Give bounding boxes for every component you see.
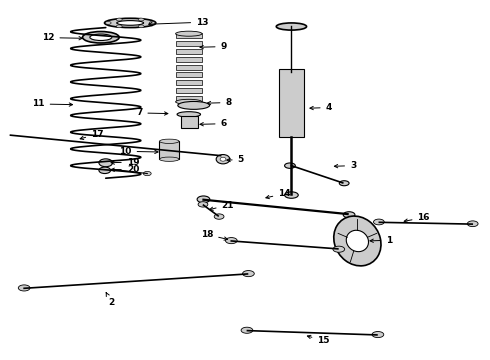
Bar (175, 88, 202, 93)
Ellipse shape (116, 18, 122, 21)
Ellipse shape (138, 25, 144, 28)
Text: 10: 10 (119, 147, 158, 156)
Ellipse shape (285, 192, 298, 198)
Bar (175, 64, 202, 69)
Ellipse shape (117, 21, 144, 25)
Ellipse shape (18, 285, 30, 291)
Ellipse shape (175, 31, 202, 36)
Ellipse shape (243, 271, 254, 276)
Ellipse shape (177, 112, 200, 117)
Ellipse shape (216, 154, 230, 164)
Bar (279, 69, 304, 137)
Bar (175, 49, 202, 54)
Text: 18: 18 (201, 230, 227, 240)
Ellipse shape (285, 163, 295, 168)
Ellipse shape (241, 327, 253, 333)
Ellipse shape (334, 216, 381, 266)
Ellipse shape (178, 102, 210, 109)
Text: 17: 17 (80, 130, 104, 140)
Ellipse shape (159, 157, 179, 161)
Text: 8: 8 (207, 98, 232, 107)
Text: 2: 2 (106, 293, 115, 307)
Ellipse shape (198, 202, 208, 207)
Ellipse shape (105, 22, 111, 24)
Text: 13: 13 (148, 18, 209, 27)
Ellipse shape (346, 230, 368, 252)
Text: 3: 3 (334, 161, 356, 170)
Text: 12: 12 (42, 33, 82, 42)
Ellipse shape (138, 18, 144, 21)
Text: 19: 19 (111, 158, 139, 167)
Bar (175, 33, 202, 38)
Bar (175, 57, 202, 62)
Ellipse shape (467, 221, 478, 226)
Ellipse shape (220, 157, 226, 161)
Ellipse shape (159, 139, 179, 143)
Text: 6: 6 (200, 119, 227, 128)
Ellipse shape (99, 159, 113, 167)
Text: 11: 11 (32, 99, 73, 108)
Ellipse shape (197, 196, 210, 203)
Text: 4: 4 (310, 103, 332, 112)
Bar (175, 41, 202, 46)
Bar (175, 80, 202, 85)
Text: 20: 20 (111, 165, 139, 174)
Ellipse shape (225, 238, 237, 244)
Ellipse shape (90, 34, 112, 41)
Text: 5: 5 (227, 155, 244, 164)
Ellipse shape (372, 332, 384, 338)
Text: 7: 7 (136, 108, 168, 117)
Bar (159, 141, 179, 159)
Ellipse shape (175, 99, 202, 104)
Ellipse shape (276, 23, 307, 30)
Ellipse shape (104, 18, 156, 28)
Bar (175, 96, 202, 101)
Ellipse shape (82, 32, 119, 43)
Text: 9: 9 (200, 42, 227, 51)
Ellipse shape (339, 181, 349, 186)
Bar (175, 72, 202, 77)
Ellipse shape (343, 212, 355, 218)
Bar (180, 116, 198, 128)
Ellipse shape (99, 167, 111, 174)
Text: 14: 14 (266, 189, 291, 199)
Text: 15: 15 (307, 335, 330, 345)
Ellipse shape (214, 214, 224, 219)
Ellipse shape (149, 22, 155, 24)
Text: 1: 1 (370, 236, 392, 245)
Ellipse shape (333, 246, 344, 252)
Ellipse shape (373, 219, 384, 225)
Text: 21: 21 (210, 201, 234, 210)
Text: 16: 16 (404, 213, 430, 222)
Ellipse shape (116, 25, 122, 28)
Ellipse shape (144, 171, 151, 176)
